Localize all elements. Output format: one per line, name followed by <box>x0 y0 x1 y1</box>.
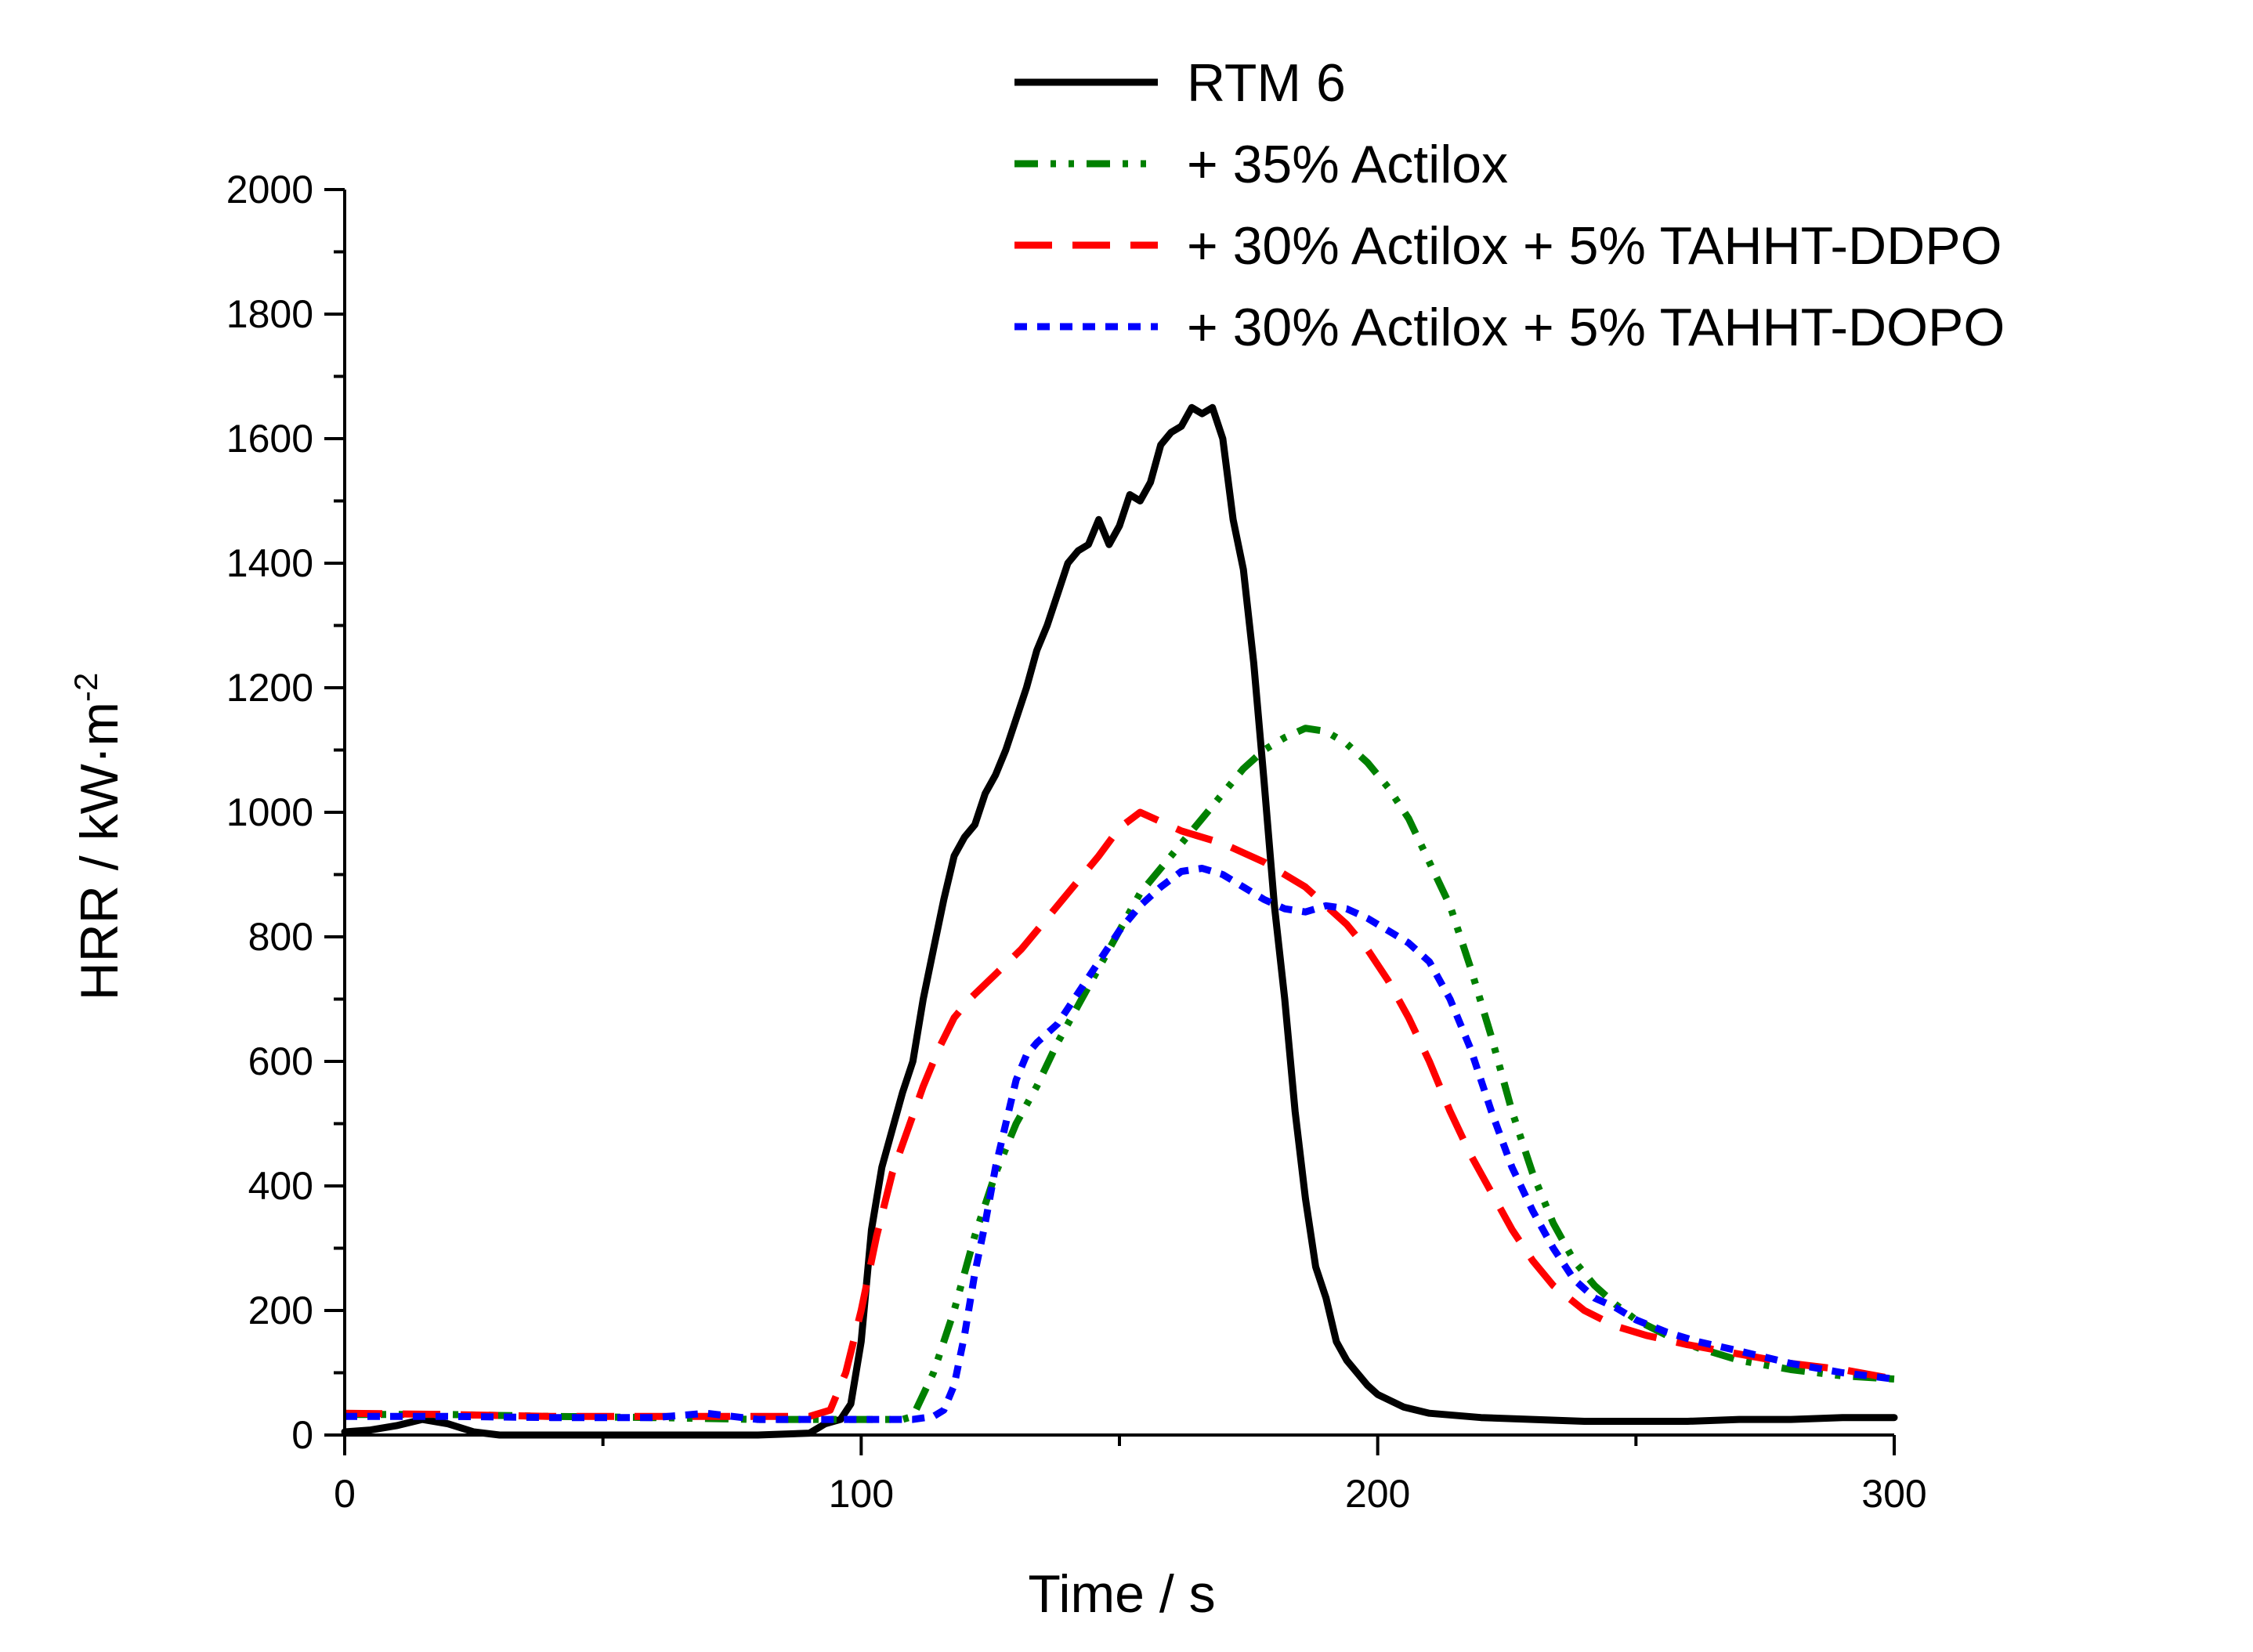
y-tick-label: 400 <box>248 1164 313 1208</box>
y-tick-label: 0 <box>291 1413 313 1457</box>
legend-label-3: + 30% Actilox + 5% TAHHT-DDPO <box>1187 216 2002 276</box>
y-axis-title: HRR / kW·m-2 <box>67 673 129 1001</box>
series-line-3 <box>344 808 1895 1420</box>
x-tick-label: 100 <box>829 1472 894 1516</box>
y-tick-label: 1400 <box>226 541 313 585</box>
legend-label-1: RTM 6 <box>1187 53 1346 113</box>
x-axis-title: Time / s <box>1028 1564 1215 1624</box>
legend-label-2: + 35% Actilox <box>1187 135 1508 194</box>
x-tick-label: 0 <box>334 1472 356 1516</box>
x-axis-ticks: 0 100 200 300 <box>334 1435 1927 1516</box>
y-tick-label: 200 <box>248 1289 313 1332</box>
y-tick-label: 1600 <box>226 417 313 461</box>
y-axis-title-main: HRR / kW·m <box>70 702 129 1000</box>
y-axis-title-superscript: -2 <box>67 673 104 702</box>
axes: 0 200 400 600 800 1000 1200 1400 1600 1800 2000 0 1… <box>226 168 1927 1516</box>
y-tick-label: 2000 <box>226 168 313 211</box>
plot-lines <box>341 403 1898 1439</box>
legend-label-4: + 30% Actilox + 5% TAHHT-DOPO <box>1187 298 2005 357</box>
y-tick-label: 600 <box>248 1039 313 1083</box>
y-tick-label: 1000 <box>226 790 313 834</box>
series-line-4 <box>345 865 1895 1423</box>
x-tick-label: 200 <box>1345 1472 1410 1516</box>
series-line-1 <box>341 403 1898 1439</box>
y-tick-label: 1200 <box>226 666 313 710</box>
x-tick-label: 300 <box>1861 1472 1926 1516</box>
legend: RTM 6 + 35% Actilox + 30% Actilox + 5% TAH… <box>1014 53 2005 357</box>
y-axis-ticks: 0 200 400 600 800 1000 1200 1400 1600 1800 2000 <box>226 168 345 1457</box>
y-tick-label: 1800 <box>226 292 313 336</box>
y-tick-label: 800 <box>248 915 313 959</box>
y-axis-title-group: HRR / kW·m-2 <box>67 673 129 1001</box>
series-line-2 <box>345 725 1895 1423</box>
